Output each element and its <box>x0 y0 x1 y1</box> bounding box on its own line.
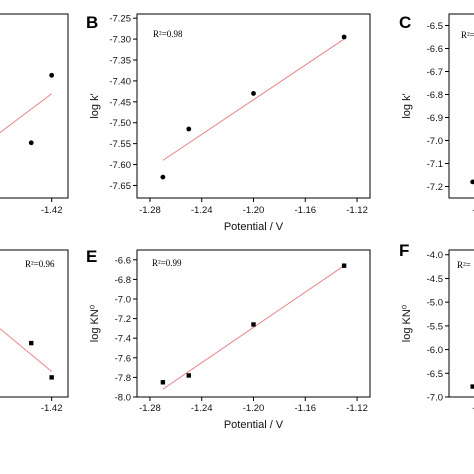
y-tick-label: -7.25 <box>109 14 131 25</box>
y-tick-label: -7.6 <box>115 353 131 364</box>
fit-line <box>0 328 52 372</box>
panel-a: -1.42 <box>0 13 69 216</box>
plot-frame <box>0 249 69 398</box>
y-axis-label: log KN⁰ <box>401 304 413 342</box>
data-point <box>470 179 474 185</box>
fit-line <box>162 265 345 390</box>
x-tick-label: -1.28 <box>139 403 161 414</box>
y-tick-label: -6.5 <box>427 21 443 32</box>
y-tick-label: -7.50 <box>109 118 131 129</box>
x-tick-label: -1.0 <box>472 205 474 216</box>
panel-letter: C <box>399 13 411 32</box>
panel-e: -1.28 -1.24 -1.20 -1.16 -1.12 -6.6 -6.8 -7.0 -7.… <box>86 247 371 431</box>
plot-frame <box>136 13 371 199</box>
r2-annotation: R²=0.98 <box>153 29 183 39</box>
y-tick-label: -6.5 <box>427 369 443 380</box>
y-tick-label: -7.35 <box>109 56 131 67</box>
x-tick-label: -1.0 <box>472 403 474 414</box>
y-tick-label: -4.5 <box>427 274 443 285</box>
data-point <box>186 373 191 378</box>
data-point <box>49 375 54 380</box>
data-point <box>160 174 166 180</box>
y-tick-label: -7.8 <box>115 373 131 384</box>
x-axis-label: Potential / V <box>224 419 284 431</box>
x-tick-label: -1.20 <box>243 403 265 414</box>
y-tick-label: -7.60 <box>109 160 131 171</box>
x-tick-label: -1.16 <box>294 403 316 414</box>
y-axis-label: log k' <box>401 93 413 118</box>
y-tick-label: -7.4 <box>115 334 131 345</box>
x-tick-label: -1.28 <box>139 205 161 216</box>
fit-line <box>162 38 345 161</box>
plot-frame <box>448 249 474 398</box>
data-point <box>49 72 55 78</box>
y-tick-label: -7.0 <box>427 136 443 147</box>
data-point <box>341 34 347 40</box>
panel-b: -1.28 -1.24 -1.20 -1.16 -1.12 -7.25 -7.30 -7.35… <box>86 13 371 233</box>
r2-annotation: R²= <box>457 260 471 270</box>
y-tick-label: -4.0 <box>427 250 443 261</box>
x-tick-label: -1.20 <box>243 205 265 216</box>
panel-d: -1.42 R²=0.96 <box>0 249 69 414</box>
panel-letter: F <box>399 241 409 260</box>
data-point <box>186 126 192 132</box>
y-tick-label: -7.55 <box>109 139 131 150</box>
x-tick-label: -1.12 <box>346 205 368 216</box>
x-axis-label: Potential / V <box>224 221 284 233</box>
y-tick-label: -6.9 <box>427 113 443 124</box>
y-tick-label: -7.40 <box>109 76 131 87</box>
data-point <box>29 340 34 346</box>
data-point <box>251 91 256 96</box>
y-tick-label: -6.0 <box>427 345 443 356</box>
y-tick-label: -7.65 <box>109 181 131 192</box>
y-tick-label: -6.6 <box>427 44 443 55</box>
y-tick-label: -6.6 <box>115 255 131 266</box>
x-tick-label: -1.16 <box>294 205 316 216</box>
y-tick-label: -7.0 <box>427 393 443 404</box>
data-point <box>251 322 256 327</box>
y-tick-label: -8.0 <box>115 393 131 404</box>
plot-frame <box>448 13 474 199</box>
panel-letter: B <box>86 13 98 32</box>
x-tick-label: -1.42 <box>41 205 63 216</box>
x-tick-label: -1.12 <box>346 403 368 414</box>
y-axis-label: log KN⁰ <box>89 304 101 342</box>
panel-letter: E <box>86 247 97 266</box>
panel-f: -1.0 -4.0 -4.5 -5.0 -5.5 -6.0 -6.5 -7.0 R²= Flog … <box>399 241 474 414</box>
data-point <box>28 140 34 146</box>
y-tick-label: -7.45 <box>109 97 131 108</box>
y-axis-label: log k' <box>89 93 101 118</box>
data-point <box>470 384 474 389</box>
y-tick-label: -5.0 <box>427 298 443 309</box>
x-tick-label: -1.24 <box>191 205 213 216</box>
y-tick-label: -6.8 <box>115 275 131 286</box>
fit-line <box>0 93 52 134</box>
y-tick-label: -7.30 <box>109 35 131 46</box>
y-tick-label: -7.1 <box>427 159 443 170</box>
y-tick-label: -6.7 <box>427 67 443 78</box>
y-tick-label: -7.2 <box>427 182 443 193</box>
data-point <box>160 380 166 385</box>
x-tick-label: -1.42 <box>41 403 63 414</box>
x-tick-label: -1.24 <box>191 403 213 414</box>
y-tick-label: -7.2 <box>115 314 131 325</box>
panel-c: -1.0 -6.5 -6.6 -6.7 -6.8 -6.9 -7.0 -7.1 -7.2 R²= C… <box>399 13 474 216</box>
r2-annotation: R²=0.99 <box>152 258 182 268</box>
plot-frame <box>0 13 69 199</box>
y-tick-label: -7.0 <box>115 295 131 306</box>
y-tick-label: -5.5 <box>427 321 443 332</box>
r2-annotation: R²= <box>461 30 474 40</box>
data-point <box>341 263 347 268</box>
r2-annotation: R²=0.96 <box>25 259 55 269</box>
y-tick-label: -6.8 <box>427 90 443 101</box>
